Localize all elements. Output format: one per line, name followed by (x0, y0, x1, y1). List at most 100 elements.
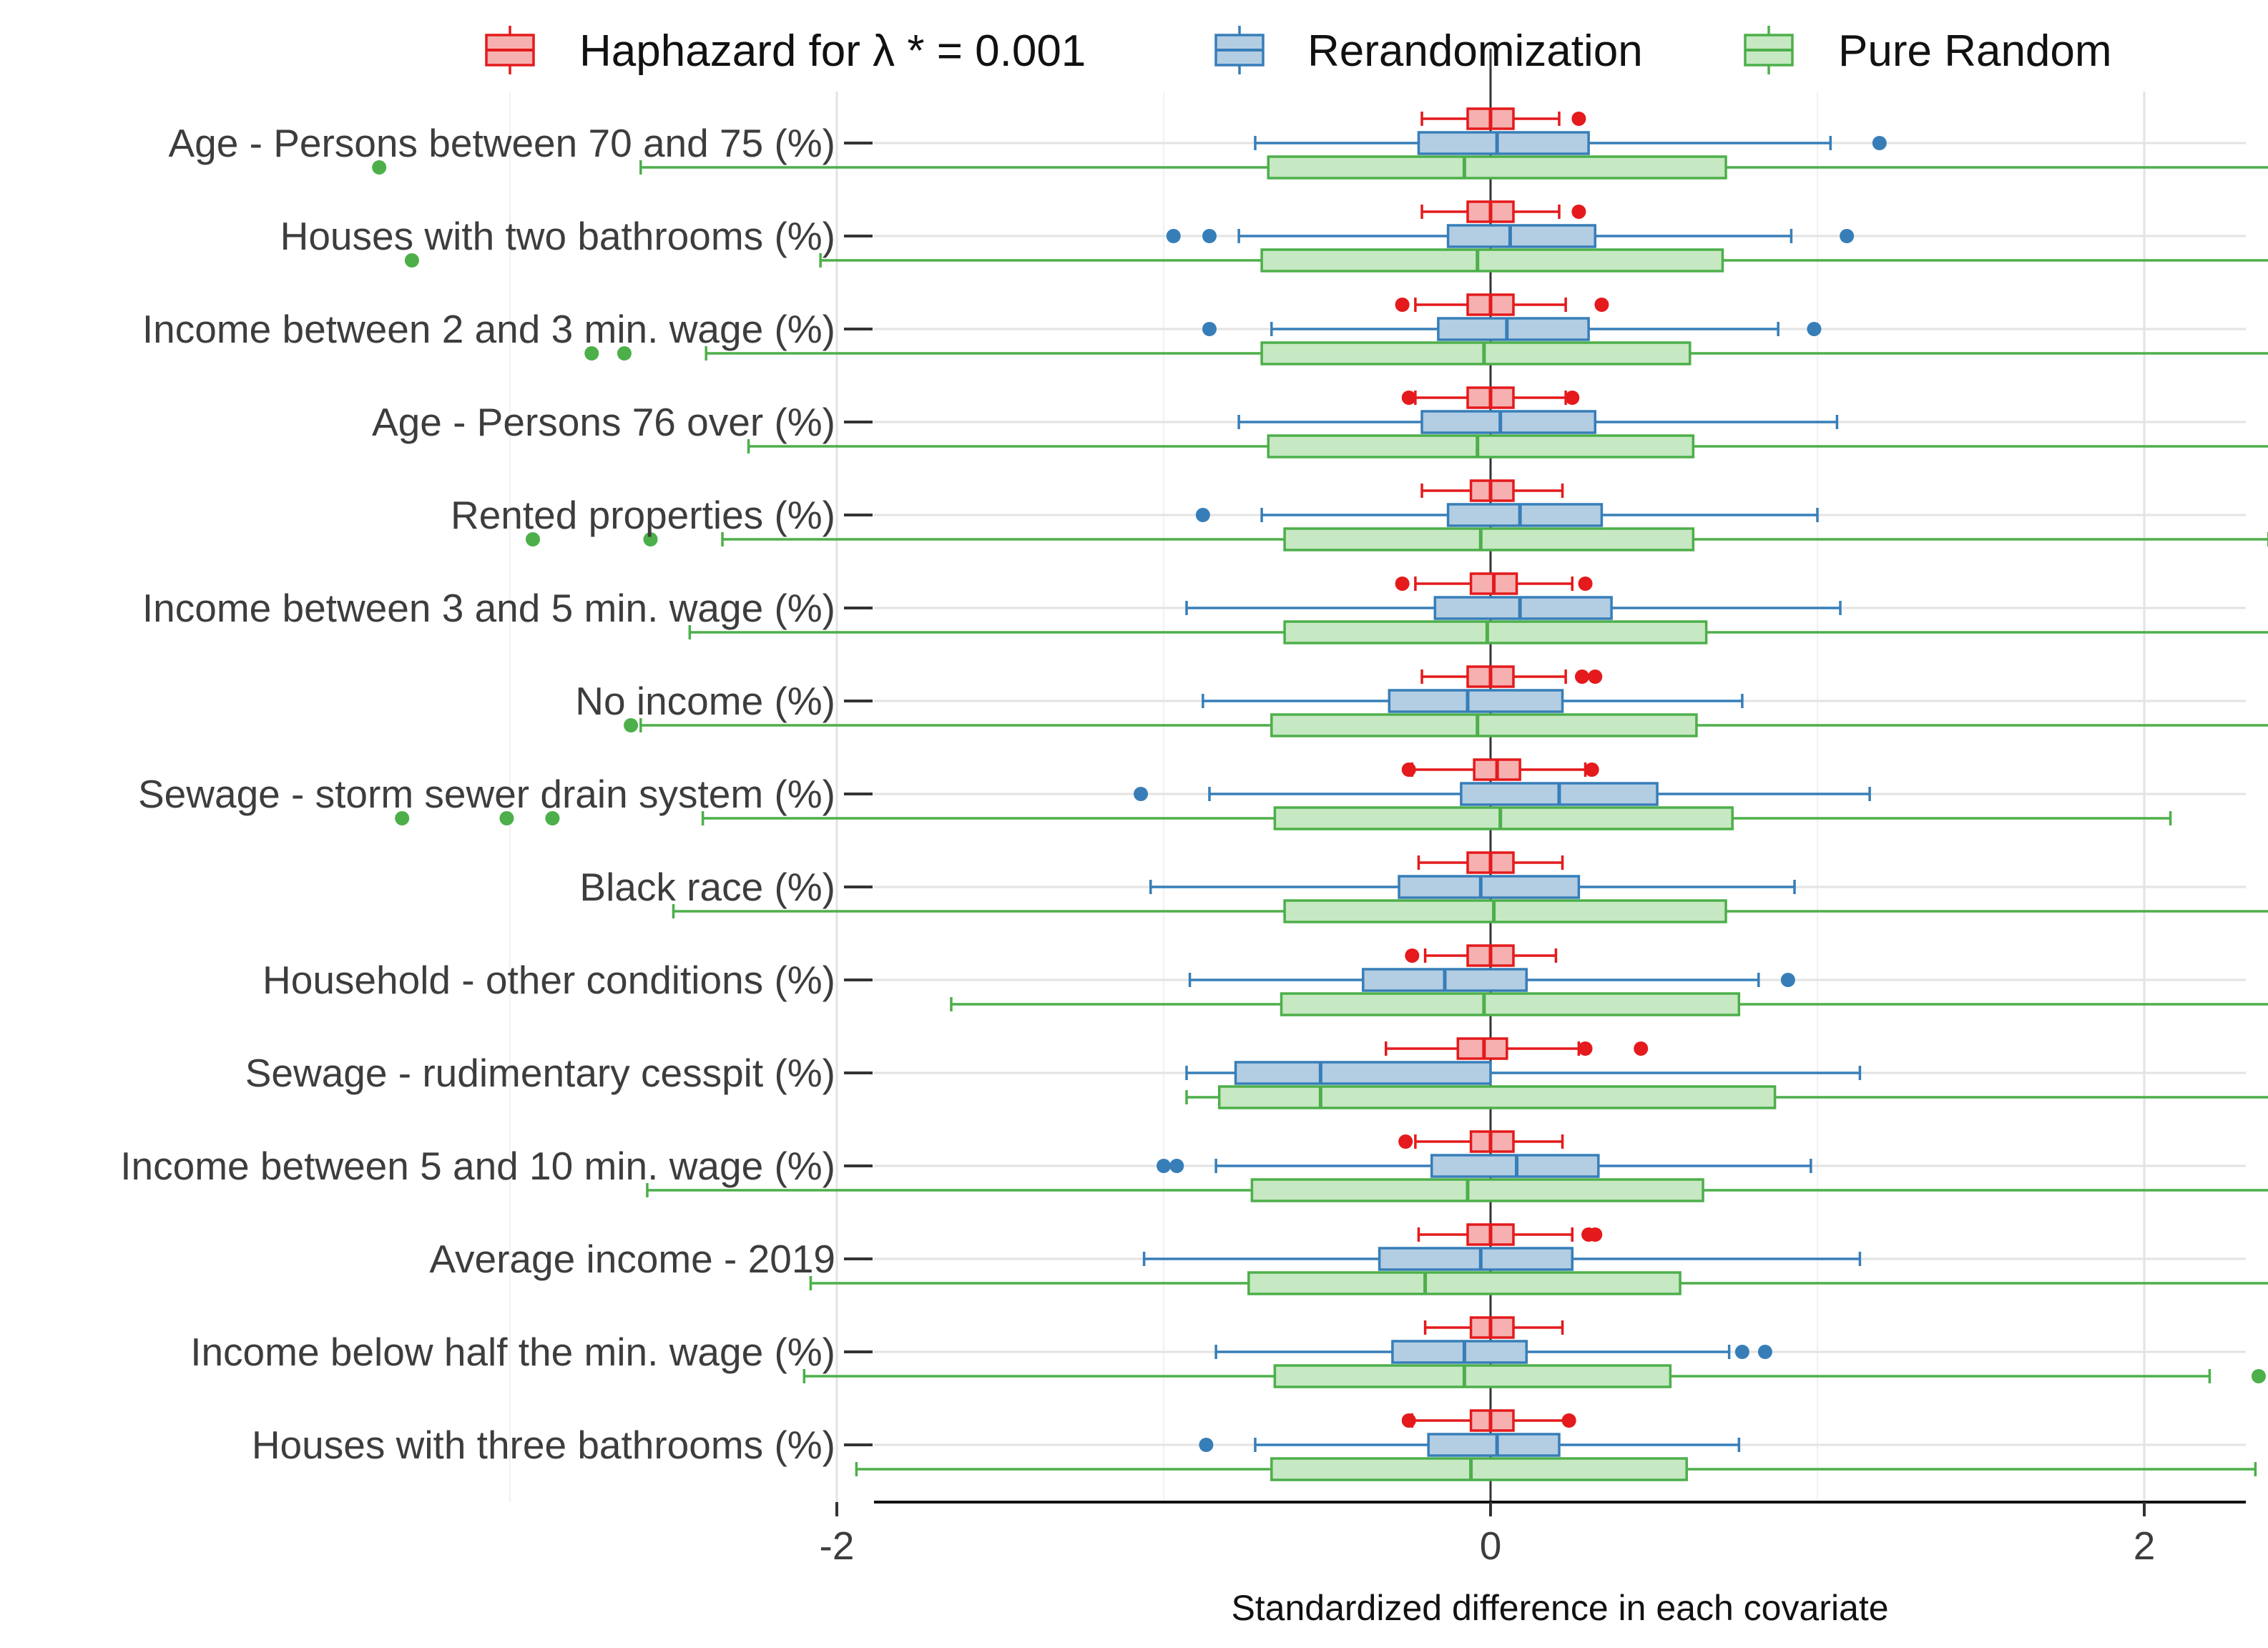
outlier-point (1807, 322, 1821, 336)
outlier-point (1402, 391, 1416, 405)
iqr-box (1262, 250, 1722, 271)
box-0 (1395, 574, 1593, 594)
iqr-box (1428, 1434, 1559, 1456)
box-1 (1144, 1248, 1860, 1270)
category-label: Black race (%) (579, 865, 835, 909)
legend-label: Haphazard for λ * = 0.001 (579, 26, 1086, 76)
outlier-point (1571, 112, 1586, 126)
box-1 (1187, 1062, 1860, 1084)
box-0 (1402, 1411, 1576, 1431)
box-1 (1157, 1155, 1811, 1177)
outlier-point (1565, 391, 1579, 405)
legend-item-2: Pure Random (1745, 26, 2112, 76)
outlier-point (1571, 205, 1586, 219)
iqr-box (1418, 132, 1589, 154)
x-axis-title: Standardized difference in each covariat… (1231, 1588, 1888, 1628)
outlier-point (1579, 577, 1593, 591)
box-0 (1418, 1225, 1602, 1245)
category-label: Average income - 2019 (429, 1237, 835, 1281)
outlier-point (1405, 948, 1419, 963)
box-0 (1398, 1132, 1562, 1152)
category-labels: Age - Persons between 70 and 75 (%) House… (120, 121, 873, 1467)
iqr-box (1285, 622, 1707, 643)
box-2 (624, 715, 2268, 736)
box-1 (1216, 1341, 1772, 1363)
iqr-box (1448, 225, 1596, 247)
category-label: Income between 5 and 10 min. wage (%) (120, 1144, 835, 1188)
outlier-point (1840, 229, 1854, 243)
iqr-box (1219, 1087, 1775, 1108)
outlier-point (1588, 670, 1602, 684)
iqr-box (1435, 597, 1611, 619)
iqr-box (1438, 318, 1589, 340)
iqr-box (1268, 436, 1693, 457)
box-2 (951, 994, 2268, 1015)
category-label: Sewage - storm sewer drain system (%) (138, 772, 835, 816)
iqr-box (1262, 343, 1690, 364)
iqr-box (1389, 690, 1562, 712)
iqr-box (1422, 411, 1595, 433)
box-2 (856, 1458, 2268, 1480)
outlier-point (1202, 229, 1217, 243)
iqr-box (1272, 715, 1697, 736)
iqr-box (1399, 876, 1579, 898)
category-label: Sewage - rudimentary cesspit (%) (245, 1051, 835, 1095)
box-0 (1402, 388, 1580, 408)
box-1 (1167, 225, 1854, 247)
category-label: Household - other conditions (%) (262, 958, 835, 1002)
x-tick-label: 0 (1480, 1524, 1502, 1568)
category-label: Age - Persons between 70 and 75 (%) (168, 121, 835, 165)
x-tick-label: -2 (820, 1524, 855, 1568)
outlier-point (1758, 1345, 1772, 1359)
box-1 (1134, 783, 1870, 805)
outlier-point (1735, 1345, 1749, 1359)
box-0 (1425, 1318, 1563, 1338)
legend-item-1: Rerandomization (1216, 26, 1643, 76)
outlier-point (1402, 762, 1416, 777)
box-0 (1418, 853, 1562, 873)
iqr-box (1285, 529, 1693, 550)
outlier-point (1196, 508, 1210, 522)
legend-label: Rerandomization (1307, 26, 1643, 76)
outlier-point (1157, 1159, 1171, 1173)
iqr-box (1275, 808, 1732, 829)
box-1 (1239, 411, 1837, 433)
category-label: Income below half the min. wage (%) (190, 1330, 835, 1374)
outlier-point (1872, 136, 1887, 150)
box-1 (1255, 132, 1887, 154)
outlier-point (1579, 1041, 1593, 1056)
iqr-box (1268, 157, 1726, 178)
box-1 (1199, 1434, 1739, 1456)
category-label: Age - Persons 76 over (%) (372, 400, 835, 444)
category-label: Income between 2 and 3 min. wage (%) (142, 307, 835, 351)
legend-label: Pure Random (1838, 26, 2112, 76)
outlier-point (1585, 762, 1599, 777)
iqr-box (1272, 1458, 1687, 1480)
category-label: Rented properties (%) (451, 493, 835, 537)
outlier-point (1402, 1413, 1416, 1428)
box-0 (1402, 760, 1599, 780)
box-2 (1187, 1087, 2268, 1108)
outlier-point (1594, 298, 1609, 312)
box-0 (1395, 295, 1609, 315)
iqr-box (1252, 1179, 1703, 1201)
outlier-point (1167, 229, 1181, 243)
outlier-point (1395, 577, 1410, 591)
category-label: No income (%) (575, 679, 835, 723)
outlier-point (1169, 1159, 1184, 1173)
box-2 (674, 901, 2268, 922)
iqr-box (1282, 994, 1739, 1015)
outlier-point (1575, 670, 1589, 684)
box-2 (810, 1272, 2268, 1294)
box-1 (1196, 504, 1817, 526)
box-0 (1422, 109, 1586, 129)
box-0 (1422, 481, 1563, 501)
box-2 (749, 436, 2268, 457)
box-1 (1190, 969, 1795, 991)
box-2 (804, 1365, 2268, 1387)
box-1 (1202, 318, 1821, 340)
x-axis: -2024Standardized difference in each cov… (820, 1502, 2268, 1628)
legend: Haphazard for λ * = 0.001 Rerandomization… (486, 26, 2112, 76)
legend-item-0: Haphazard for λ * = 0.001 (486, 26, 1086, 76)
